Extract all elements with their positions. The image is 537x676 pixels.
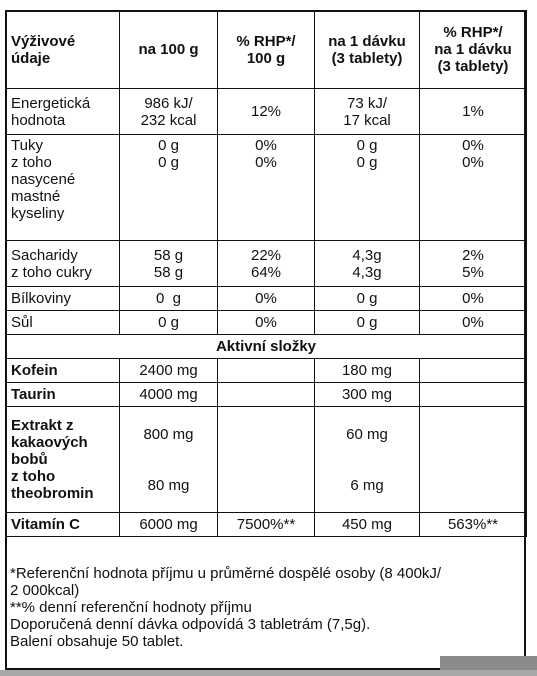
table-row: Sůl 0 g 0% 0 g 0% (5, 310, 527, 335)
table-row: Tuky z toho nasycené mastné kyseliny 0 g… (5, 134, 527, 241)
header-per-100g: na 100 g (119, 10, 218, 89)
cell-vitc-dose: 450 mg (314, 512, 420, 537)
cell-fat-rhpdose: 0% 0% (419, 134, 527, 241)
cell-cocoa-rhp100 (217, 406, 315, 513)
table-row: Energetická hodnota 986 kJ/ 232 kcal 12%… (5, 88, 527, 135)
footnote-package-contents: Balení obsahuje 50 tablet. (10, 633, 184, 650)
header-nutrients: Výživové údaje (5, 10, 120, 89)
cell-carbs-rhpdose: 2% 5% (419, 240, 527, 287)
cell-caffeine-rhpdose (419, 358, 527, 383)
cell-vitc-rhp100: 7500%** (217, 512, 315, 537)
cell-fat-dose: 0 g 0 g (314, 134, 420, 241)
nutrition-table: Výživové údaje na 100 g % RHP*/ 100 g na… (5, 10, 527, 537)
footnote-daily-value: **% denní referenční hodnoty příjmu (10, 599, 252, 616)
cell-cocoa-rhpdose (419, 406, 527, 513)
row-label-caffeine: Kofein (5, 358, 120, 383)
cell-energy-rhpdose: 1% (419, 88, 527, 135)
section-title-active: Aktivní složky (5, 334, 527, 359)
cell-taurine-rhp100 (217, 382, 315, 407)
table-row: Extrakt z kakaových bobů z toho theobrom… (5, 406, 527, 513)
cell-fat-per100: 0 g 0 g (119, 134, 218, 241)
cell-carbs-per100: 58 g 58 g (119, 240, 218, 287)
row-label-energy: Energetická hodnota (5, 88, 120, 135)
footnote-reference-intake: *Referenční hodnota příjmu u průměrné do… (10, 565, 442, 599)
table-row: Kofein 2400 mg 180 mg (5, 358, 527, 383)
cell-energy-rhp100: 12% (217, 88, 315, 135)
table-row: Sacharidy z toho cukry 58 g 58 g 22% 64%… (5, 240, 527, 287)
cell-carbs-dose: 4,3g 4,3g (314, 240, 420, 287)
table-header-row: Výživové údaje na 100 g % RHP*/ 100 g na… (5, 10, 527, 89)
cell-taurine-rhpdose (419, 382, 527, 407)
footnotes: *Referenční hodnota příjmu u průměrné do… (5, 563, 526, 652)
row-label-cocoa: Extrakt z kakaových bobů z toho theobrom… (5, 406, 120, 513)
cell-vitc-rhpdose: 563%** (419, 512, 527, 537)
bottom-strip (0, 670, 537, 676)
row-label-salt: Sůl (5, 310, 120, 335)
cell-cocoa-per100: 800 mg 80 mg (119, 406, 218, 513)
cell-protein-per100: 0 g (119, 286, 218, 311)
cell-caffeine-per100: 2400 mg (119, 358, 218, 383)
cell-vitc-per100: 6000 mg (119, 512, 218, 537)
cell-salt-rhpdose: 0% (419, 310, 527, 335)
row-label-taurine: Taurin (5, 382, 120, 407)
section-row: Aktivní složky (5, 334, 527, 359)
row-label-vitamin-c: Vitamín C (5, 512, 120, 537)
footnote-recommended-dose: Doporučená denní dávka odpovídá 3 tablet… (10, 616, 371, 633)
table-row: Vitamín C 6000 mg 7500%** 450 mg 563%** (5, 512, 527, 537)
table-row: Taurin 4000 mg 300 mg (5, 382, 527, 407)
row-label-fat: Tuky z toho nasycené mastné kyseliny (5, 134, 120, 241)
header-rhp-dose: % RHP*/ na 1 dávku (3 tablety) (419, 10, 527, 89)
cell-fat-rhp100: 0% 0% (217, 134, 315, 241)
cell-cocoa-dose: 60 mg 6 mg (314, 406, 420, 513)
table-frame (5, 10, 526, 670)
cell-energy-per100: 986 kJ/ 232 kcal (119, 88, 218, 135)
cell-salt-per100: 0 g (119, 310, 218, 335)
